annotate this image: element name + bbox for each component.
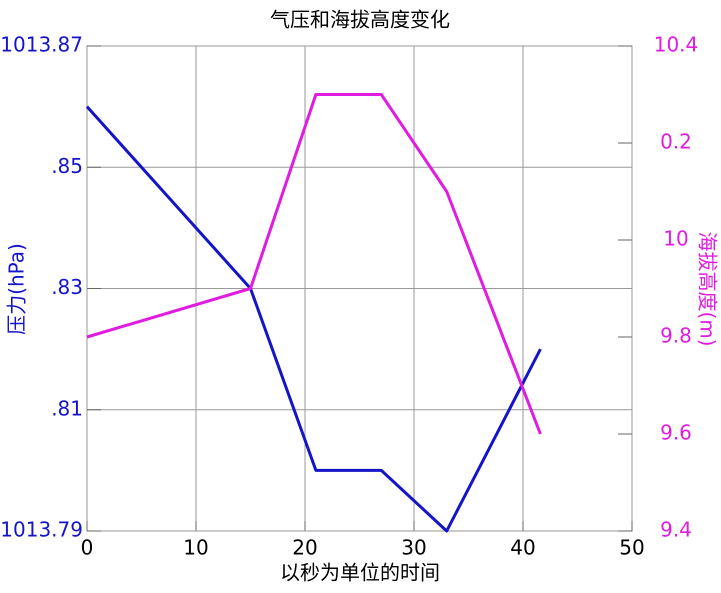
chart-title: 气压和海拔高度变化 bbox=[270, 8, 450, 32]
x-tick-label: 20 bbox=[292, 536, 317, 560]
y2-tick-label: 9.4 bbox=[660, 518, 692, 542]
y-axis-label: 压力(hPa) bbox=[5, 243, 29, 335]
series-line bbox=[85, 105, 542, 533]
x-tick-label: 40 bbox=[510, 536, 535, 560]
x-tick-label: 50 bbox=[619, 536, 644, 560]
y2-tick-label: 0.2 bbox=[660, 130, 692, 154]
y-tick-label: .81 bbox=[51, 396, 83, 420]
y2-tick-label: 9.6 bbox=[660, 421, 692, 445]
y-tick-label: 1013.79 bbox=[0, 518, 83, 542]
x-tick-label: 10 bbox=[183, 536, 208, 560]
y2-axis-label: 海拔高度(m) bbox=[696, 231, 720, 346]
series-line bbox=[86, 93, 542, 435]
x-axis-label: 以秒为单位的时间 bbox=[280, 561, 440, 585]
y-tick-label: .83 bbox=[51, 275, 83, 299]
x-tick-label: 0 bbox=[81, 536, 94, 560]
y-tick-label: .85 bbox=[51, 154, 83, 178]
y2-tick-label: 10 bbox=[663, 227, 688, 251]
x-tick-label: 30 bbox=[401, 536, 426, 560]
y2-tick-label: 9.8 bbox=[660, 324, 692, 348]
y2-tick-label: 10.4 bbox=[654, 33, 699, 57]
y-tick-label: 1013.87 bbox=[0, 33, 83, 57]
